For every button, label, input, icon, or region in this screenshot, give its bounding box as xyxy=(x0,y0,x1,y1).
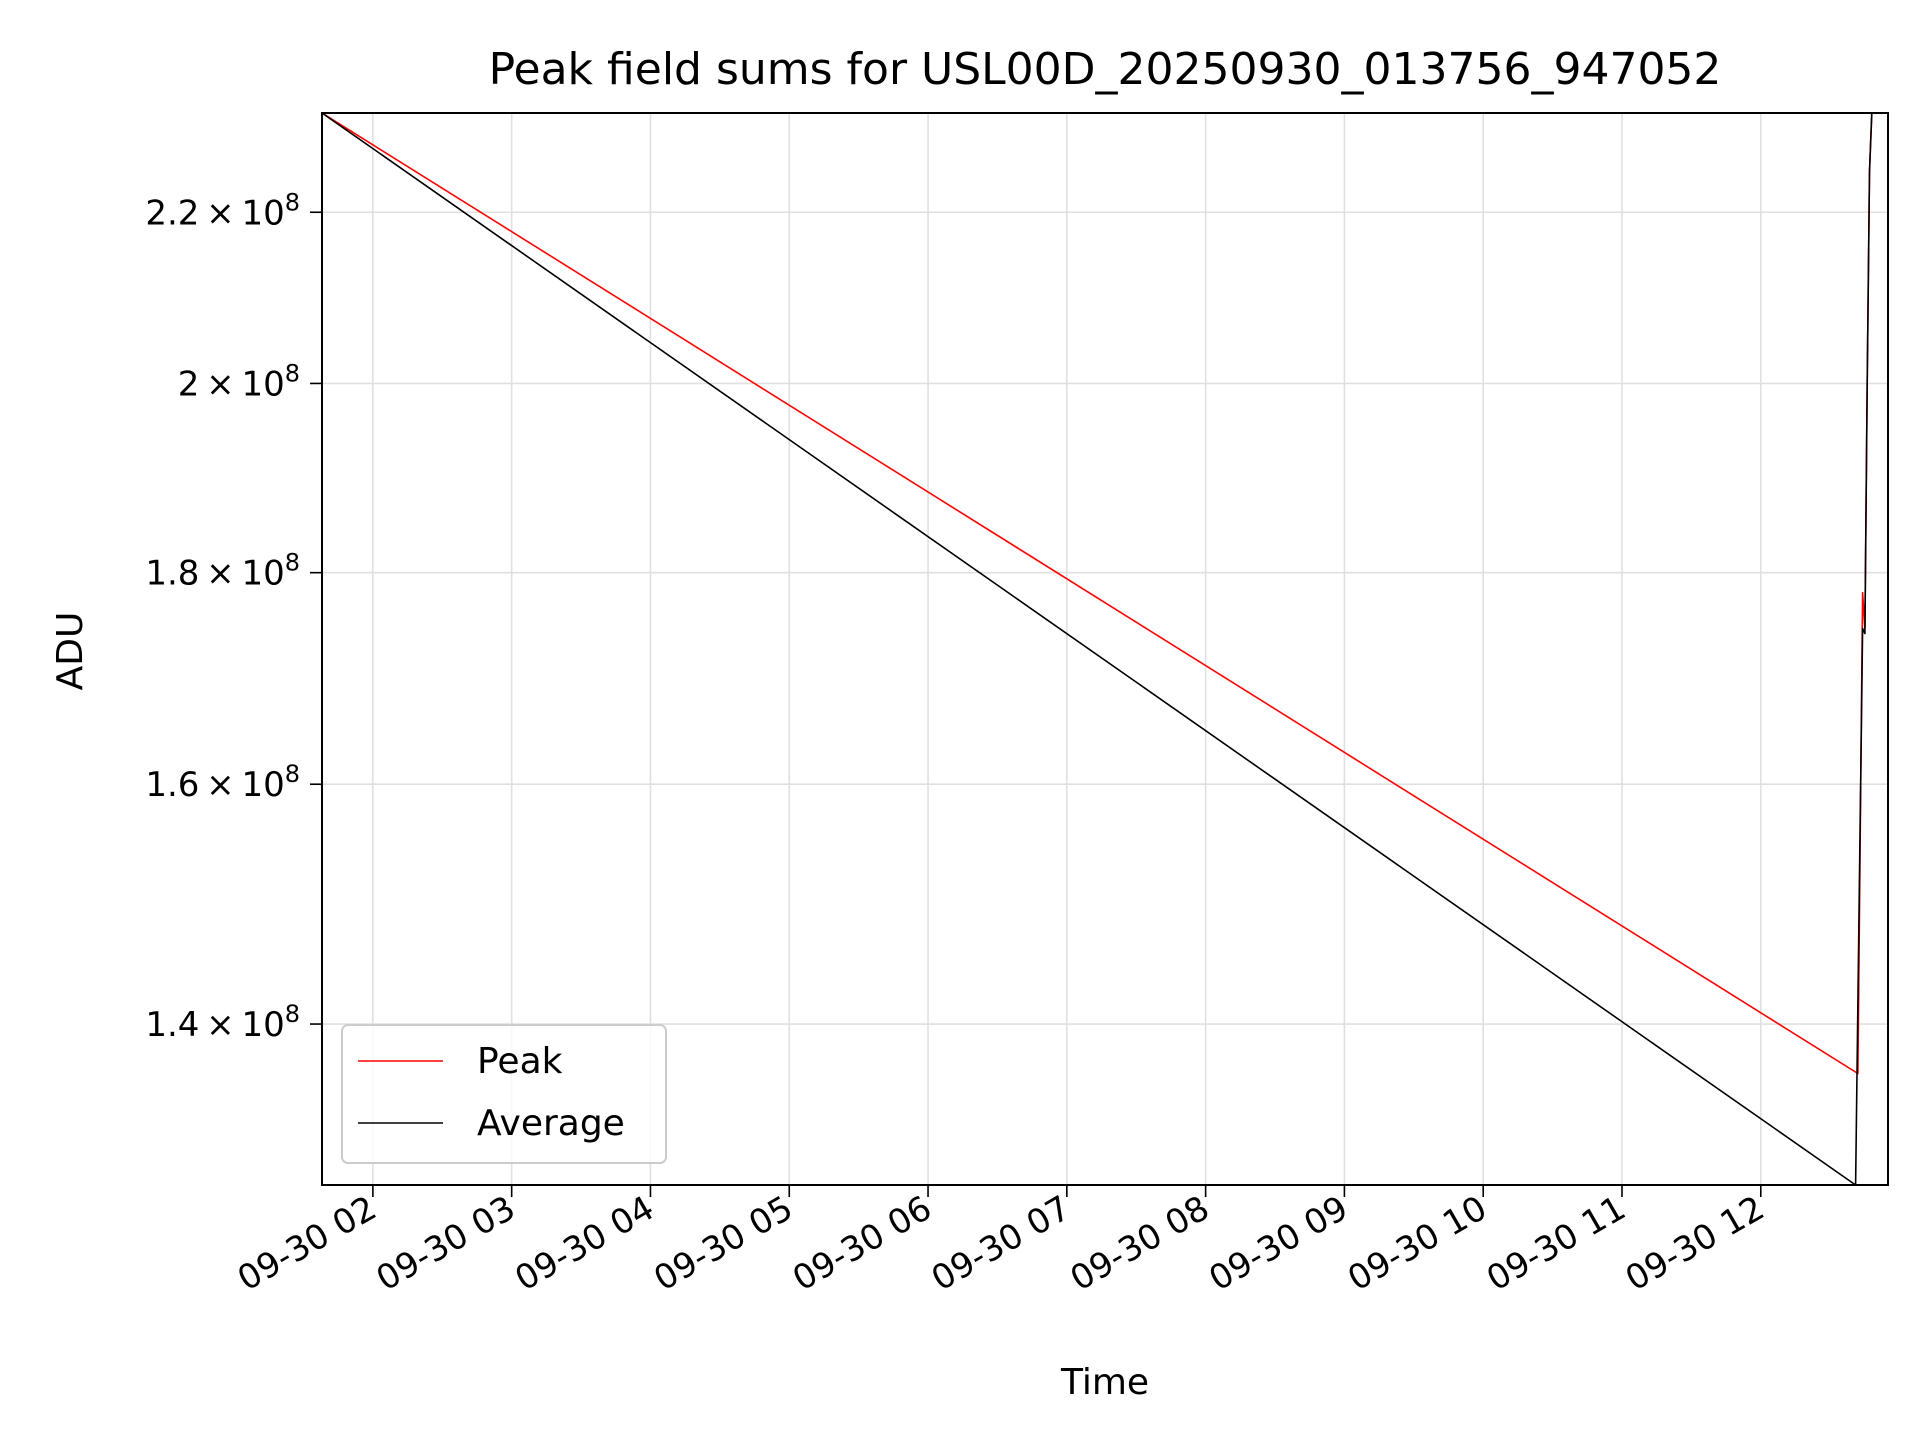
y-tick-label: 2 × 108 xyxy=(178,359,300,404)
chart-title: Peak field sums for USL00D_20250930_0137… xyxy=(489,44,1722,95)
y-tick-label: 2.2 × 108 xyxy=(145,188,300,233)
y-axis-ticks: 1.4 × 108 1.6 × 108 1.8 × 108 2 × 108 2.2 × … xyxy=(145,188,322,1045)
y-tick-label: 1.6 × 108 xyxy=(145,760,300,805)
legend-label-peak: Peak xyxy=(477,1041,563,1082)
x-axis-label: Time xyxy=(1060,1362,1149,1403)
legend-box xyxy=(341,1024,667,1164)
legend: Peak Average xyxy=(341,1024,667,1164)
legend-label-average: Average xyxy=(477,1103,625,1144)
y-tick-label: 1.4 × 108 xyxy=(145,1000,300,1045)
grid xyxy=(322,113,1888,1185)
y-tick-label: 1.8 × 108 xyxy=(145,549,300,594)
y-axis-label: ADU xyxy=(50,612,91,691)
plot-frame xyxy=(321,112,1889,1186)
